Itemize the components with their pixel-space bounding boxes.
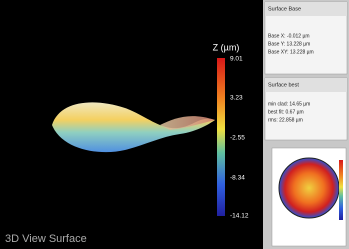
info-line: Base Y: 13.228 µm [268,41,310,47]
info-line: Base X: -0.012 µm [268,33,310,39]
scale-tick: 3.23 [230,95,243,102]
info-line: best fit: 0.67 µm [268,109,304,115]
scale-tick: -8.34 [230,175,245,182]
scale-tick: -2.55 [230,135,245,142]
view-caption: 3D View Surface [5,233,87,245]
info-line: rms: 22.858 µm [268,117,303,123]
screen: Z (µm) 9.01 3.23 -2.55 -8.34 -14.12 3D V… [0,0,349,249]
info-title: Surface best [268,82,299,88]
info-line: min clad: 14.65 µm [268,101,310,107]
page: Z (µm) 9.01 3.23 -2.55 -8.34 -14.12 3D V… [0,0,349,249]
color-scale [217,58,225,216]
axis-label: Z (µm) [213,42,240,52]
info-line: Base XY: 13.228 µm [268,49,314,55]
surface-preview [279,158,339,218]
info-title: Surface Base [268,6,301,12]
scale-tick: -14.12 [230,213,249,220]
scale-tick: 9.01 [230,56,243,63]
preview-scale [339,160,343,220]
